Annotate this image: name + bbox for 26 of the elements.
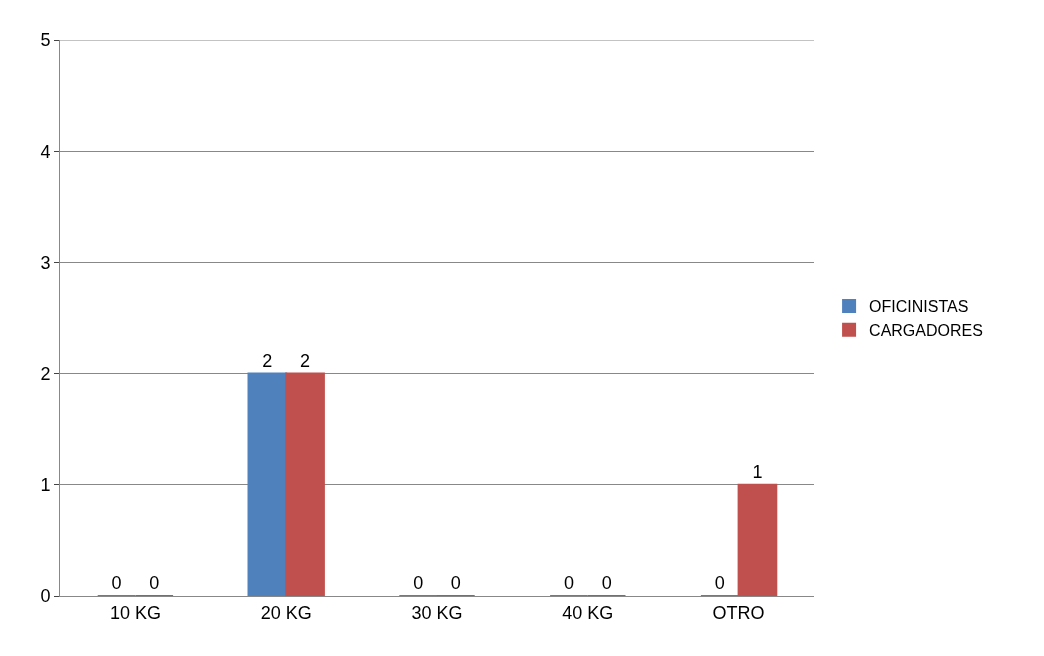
bar [247,372,288,596]
data-label: 0 [413,573,424,593]
y-tick-label: 0 [40,586,51,607]
data-label: 0 [111,573,122,593]
data-label: 0 [714,573,725,593]
data-label: 1 [752,461,763,482]
legend-label: CARGADORES [869,321,983,339]
bar [285,372,325,596]
data-label: 0 [450,573,461,593]
y-tick-label: 4 [40,141,51,162]
y-tick-label: 3 [40,252,51,273]
data-label: 0 [563,573,574,593]
data-label: 0 [601,573,612,593]
data-label: 2 [300,350,311,371]
x-tick-label: 20 KG [260,602,312,623]
x-tick-label: OTRO [712,602,765,623]
y-tick-label: 5 [40,30,51,51]
bar [737,483,778,596]
y-tick-label: 1 [40,475,51,496]
legend-label: OFICINISTAS [869,298,969,316]
x-tick-label: 10 KG [109,602,161,623]
x-tick-label: 40 KG [562,602,614,623]
y-tick-label: 2 [40,363,51,384]
x-tick-label: 30 KG [411,602,463,623]
data-label: 0 [149,573,160,593]
data-label: 2 [262,350,273,371]
